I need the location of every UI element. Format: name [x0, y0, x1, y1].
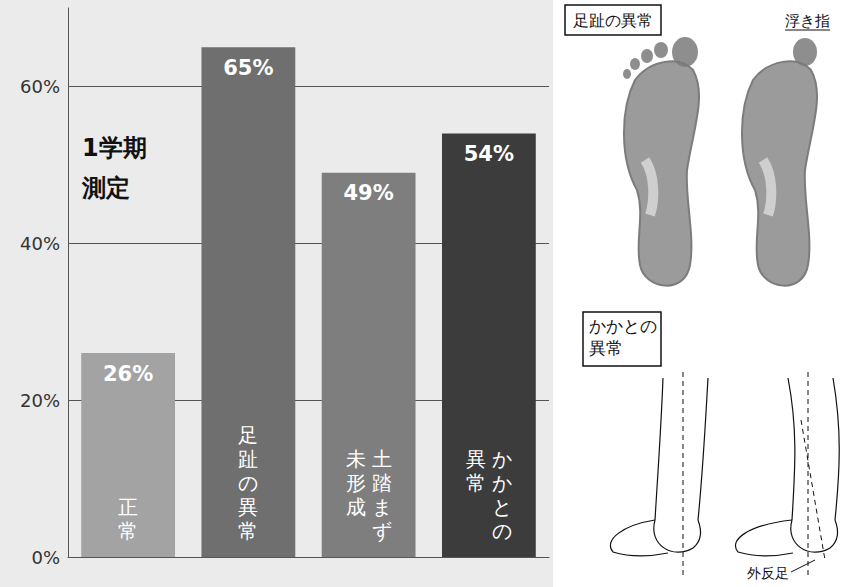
svg-text:浮き指: 浮き指: [785, 12, 830, 30]
svg-text:ず: ず: [372, 519, 392, 543]
svg-text:未: 未: [346, 447, 366, 471]
svg-text:外反足: 外反足: [747, 565, 789, 581]
svg-text:常: 常: [238, 519, 258, 543]
svg-text:60%: 60%: [20, 76, 60, 97]
svg-text:54%: 54%: [464, 142, 514, 166]
svg-text:26%: 26%: [103, 362, 153, 386]
svg-text:形: 形: [346, 471, 366, 495]
svg-text:踏: 踏: [372, 471, 392, 495]
svg-text:成: 成: [346, 495, 366, 519]
svg-text:異: 異: [238, 495, 258, 519]
svg-text:足趾の異常: 足趾の異常: [573, 11, 653, 30]
svg-text:49%: 49%: [343, 181, 393, 205]
svg-text:趾: 趾: [238, 447, 258, 471]
svg-text:常: 常: [118, 519, 138, 543]
svg-text:足: 足: [238, 423, 258, 447]
svg-text:正: 正: [118, 495, 138, 519]
svg-text:0%: 0%: [31, 547, 60, 568]
svg-text:20%: 20%: [20, 390, 60, 411]
svg-text:40%: 40%: [20, 233, 60, 254]
svg-text:常: 常: [466, 471, 486, 495]
svg-text:65%: 65%: [223, 56, 273, 80]
svg-text:土: 土: [372, 447, 392, 471]
svg-text:の: の: [238, 471, 258, 495]
svg-text:異常: 異常: [589, 338, 623, 358]
svg-text:の: の: [492, 519, 512, 543]
svg-text:か: か: [492, 447, 512, 471]
svg-text:かかとの: かかとの: [589, 316, 657, 336]
svg-text:か: か: [492, 471, 512, 495]
svg-text:1学期: 1学期: [82, 134, 147, 162]
svg-text:と: と: [492, 495, 512, 519]
svg-text:ま: ま: [372, 495, 392, 519]
svg-text:測定: 測定: [81, 174, 130, 202]
svg-text:異: 異: [466, 447, 486, 471]
